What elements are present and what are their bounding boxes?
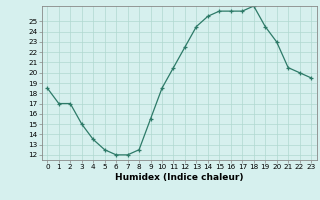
X-axis label: Humidex (Indice chaleur): Humidex (Indice chaleur) xyxy=(115,173,244,182)
